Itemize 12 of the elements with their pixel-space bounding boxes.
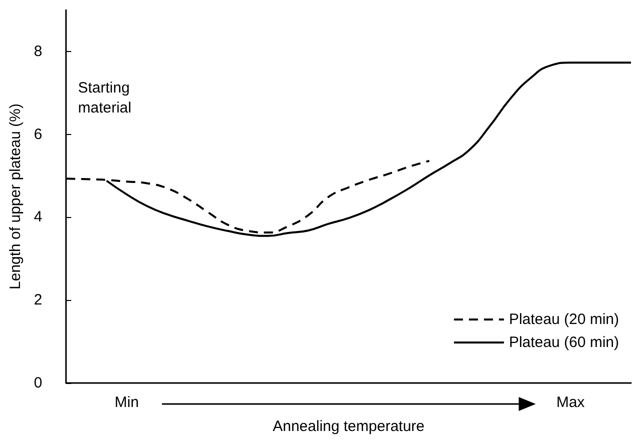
x-tick-label: Min xyxy=(114,394,139,411)
x-tick-label: Max xyxy=(556,394,586,411)
legend-label: Plateau (20 min) xyxy=(508,311,620,328)
y-tick-label: 0 xyxy=(34,374,42,392)
y-tick-label: 8 xyxy=(34,42,42,60)
annotation: Starting material xyxy=(78,80,132,116)
y-tick-label: 4 xyxy=(34,208,42,226)
legend-label: Plateau (60 min) xyxy=(508,334,620,351)
y-axis-title: Length of upper plateau (%) xyxy=(7,104,24,290)
x-axis-title: Annealing temperature xyxy=(272,418,425,435)
y-tick-label: 2 xyxy=(34,292,42,309)
y-tick-label: 6 xyxy=(34,126,42,143)
